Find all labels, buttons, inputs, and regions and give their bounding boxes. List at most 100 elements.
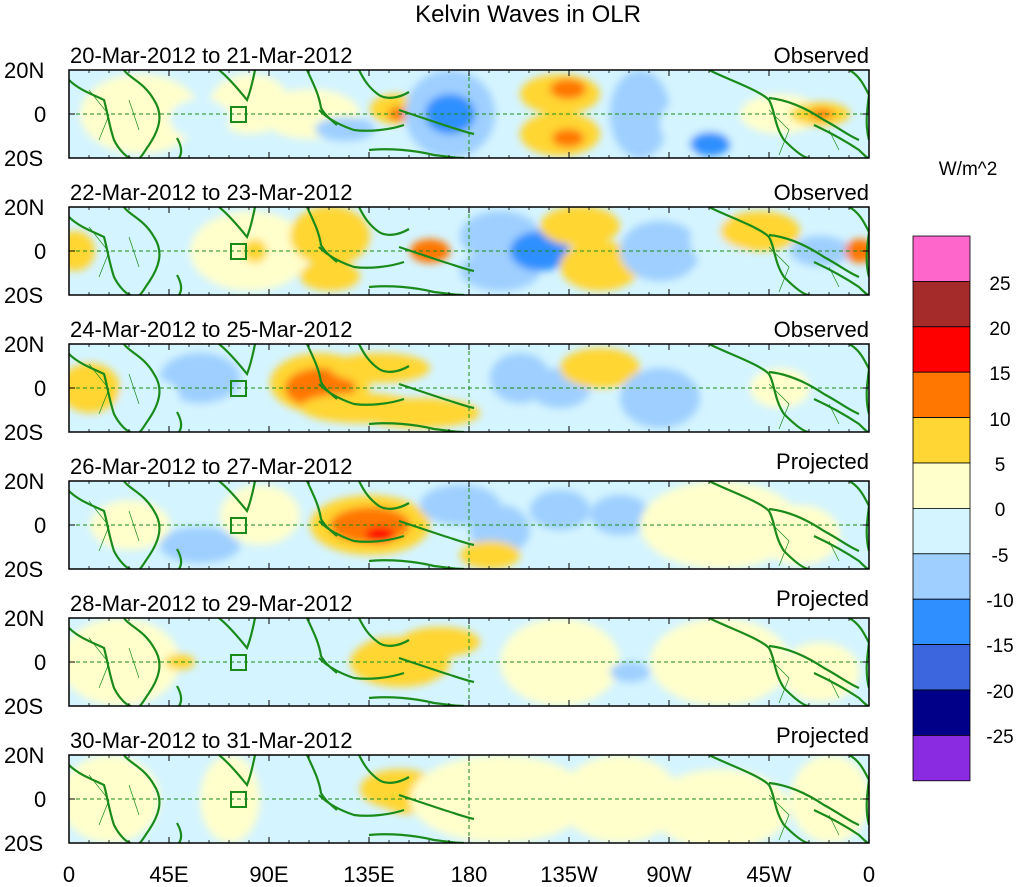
panel-2-ytick-0: 0 [34,239,46,264]
panel-6-ytick-0: 0 [34,787,46,812]
panel-4-map [68,480,870,570]
anomaly-contour [315,117,375,141]
anomaly-contour [110,236,190,286]
anomaly-contour [560,755,680,843]
colorbar: W/m^2 25 20 15 10 5 0 -5 -10 -15 -20 -25 [912,159,1014,782]
panel-1-ytick-0: 0 [34,102,46,127]
anomaly-contour [360,398,480,428]
xtick-90e: 90E [249,862,288,887]
colorbar-box [912,553,971,600]
colorbar-box [912,735,971,782]
anomaly-contour [540,207,620,246]
x-axis: 0 45E 90E 135E 180 135W 90W 45W 0 [63,862,875,887]
panel-1-dates: 20-Mar-2012 to 21-Mar-2012 [70,43,352,68]
anomaly-contour [560,241,640,291]
colorbar-box [912,598,971,646]
cb-label-m20: -20 [986,682,1013,703]
anomaly-contour [69,231,95,271]
panel-6-ytick-20n: 20N [4,743,44,768]
xtick-135w: 135W [540,862,598,887]
panel-4-kind: Projected [776,449,869,474]
anomaly-contour [845,239,869,263]
cb-label-m5: -5 [992,546,1009,567]
panel-1: 20-Mar-2012 to 21-Mar-2012 Observed 20N … [4,43,869,171]
panel-4-ytick-20n: 20N [4,469,44,494]
anomaly-contour [530,490,590,530]
colorbar-box [912,326,971,373]
panel-3-ytick-0: 0 [34,376,46,401]
panel-6-ytick-20s: 20S [4,831,43,856]
anomaly-contour [90,500,170,550]
panel-3-map [68,343,870,433]
panel-4: 26-Mar-2012 to 27-Mar-2012 Projected 20N… [4,449,869,582]
anomaly-contour [160,353,240,403]
cb-label-10: 10 [989,410,1010,431]
panel-5-ytick-20s: 20S [4,694,43,719]
xtick-45e: 45E [149,862,188,887]
xtick-0: 0 [63,862,75,887]
colorbar-box [912,644,971,691]
panel-6-dates: 30-Mar-2012 to 31-Mar-2012 [70,728,352,753]
cb-label-0: 0 [995,500,1006,521]
anomaly-contour [460,541,520,569]
xtick-135e: 135E [343,862,394,887]
cb-label-m15: -15 [986,636,1013,657]
panel-6-kind: Projected [776,723,869,748]
panel-6: 30-Mar-2012 to 31-Mar-2012 Projected 20N… [4,723,869,856]
panel-2-ytick-20n: 20N [4,195,44,220]
anomaly-contour [610,662,650,682]
anomaly-contour [170,99,230,139]
colorbar-units: W/m^2 [939,159,998,180]
panel-5-kind: Projected [776,586,869,611]
panel-5-map [68,617,870,707]
anomaly-contour [69,618,180,706]
panel-1-ytick-20s: 20S [4,146,43,171]
cb-label-20: 20 [989,319,1010,340]
colorbar-box [912,280,971,328]
colorbar-box [912,417,971,464]
panel-5-dates: 28-Mar-2012 to 29-Mar-2012 [70,591,352,616]
panel-fields [68,69,870,844]
panel-3-ytick-20s: 20S [4,420,43,445]
anomaly-contour [330,353,430,383]
xtick-90w: 90W [646,862,691,887]
xtick-180: 180 [451,862,488,887]
panel-3-kind: Observed [774,317,869,342]
anomaly-contour [220,662,300,702]
panel-1-ytick-20n: 20N [4,58,44,83]
anomaly-contour [560,348,640,388]
colorbar-boxes [912,235,971,782]
anomaly-contour [300,261,360,291]
panel-1-map [68,69,870,159]
panel-6-map [68,754,870,844]
anomaly-contour [69,363,120,413]
coastlines [69,755,869,843]
cb-label-m25: -25 [986,727,1013,748]
panel-2-kind: Observed [774,180,869,205]
panel-2-map [68,206,870,296]
cb-label-5: 5 [995,455,1006,476]
panel-5-ytick-0: 0 [34,650,46,675]
panel-3-dates: 24-Mar-2012 to 25-Mar-2012 [70,317,352,342]
panel-2-ytick-20s: 20S [4,283,43,308]
panel-4-ytick-20s: 20S [4,557,43,582]
xtick-0-end: 0 [863,862,875,887]
coastlines [69,481,869,569]
panel-5: 28-Mar-2012 to 29-Mar-2012 Projected 20N… [4,586,869,719]
anomaly-contour [552,129,584,147]
anomaly-contour [690,132,730,156]
anomaly-contour [620,368,700,428]
panel-3-ytick-20n: 20N [4,332,44,357]
anomaly-contour [220,485,300,545]
anomaly-contour [120,378,180,418]
anomaly-contour [760,505,840,565]
anomaly-contour [165,654,195,670]
panel-4-ytick-0: 0 [34,513,46,538]
panels: 20-Mar-2012 to 21-Mar-2012 Observed 20N … [4,43,870,856]
colorbar-box [912,371,971,419]
panel-5-ytick-20n: 20N [4,606,44,631]
coastlines [69,70,869,158]
panel-4-dates: 26-Mar-2012 to 27-Mar-2012 [70,454,352,479]
panel-3: 24-Mar-2012 to 25-Mar-2012 Observed 20N … [4,317,869,445]
colorbar-box [912,462,971,509]
